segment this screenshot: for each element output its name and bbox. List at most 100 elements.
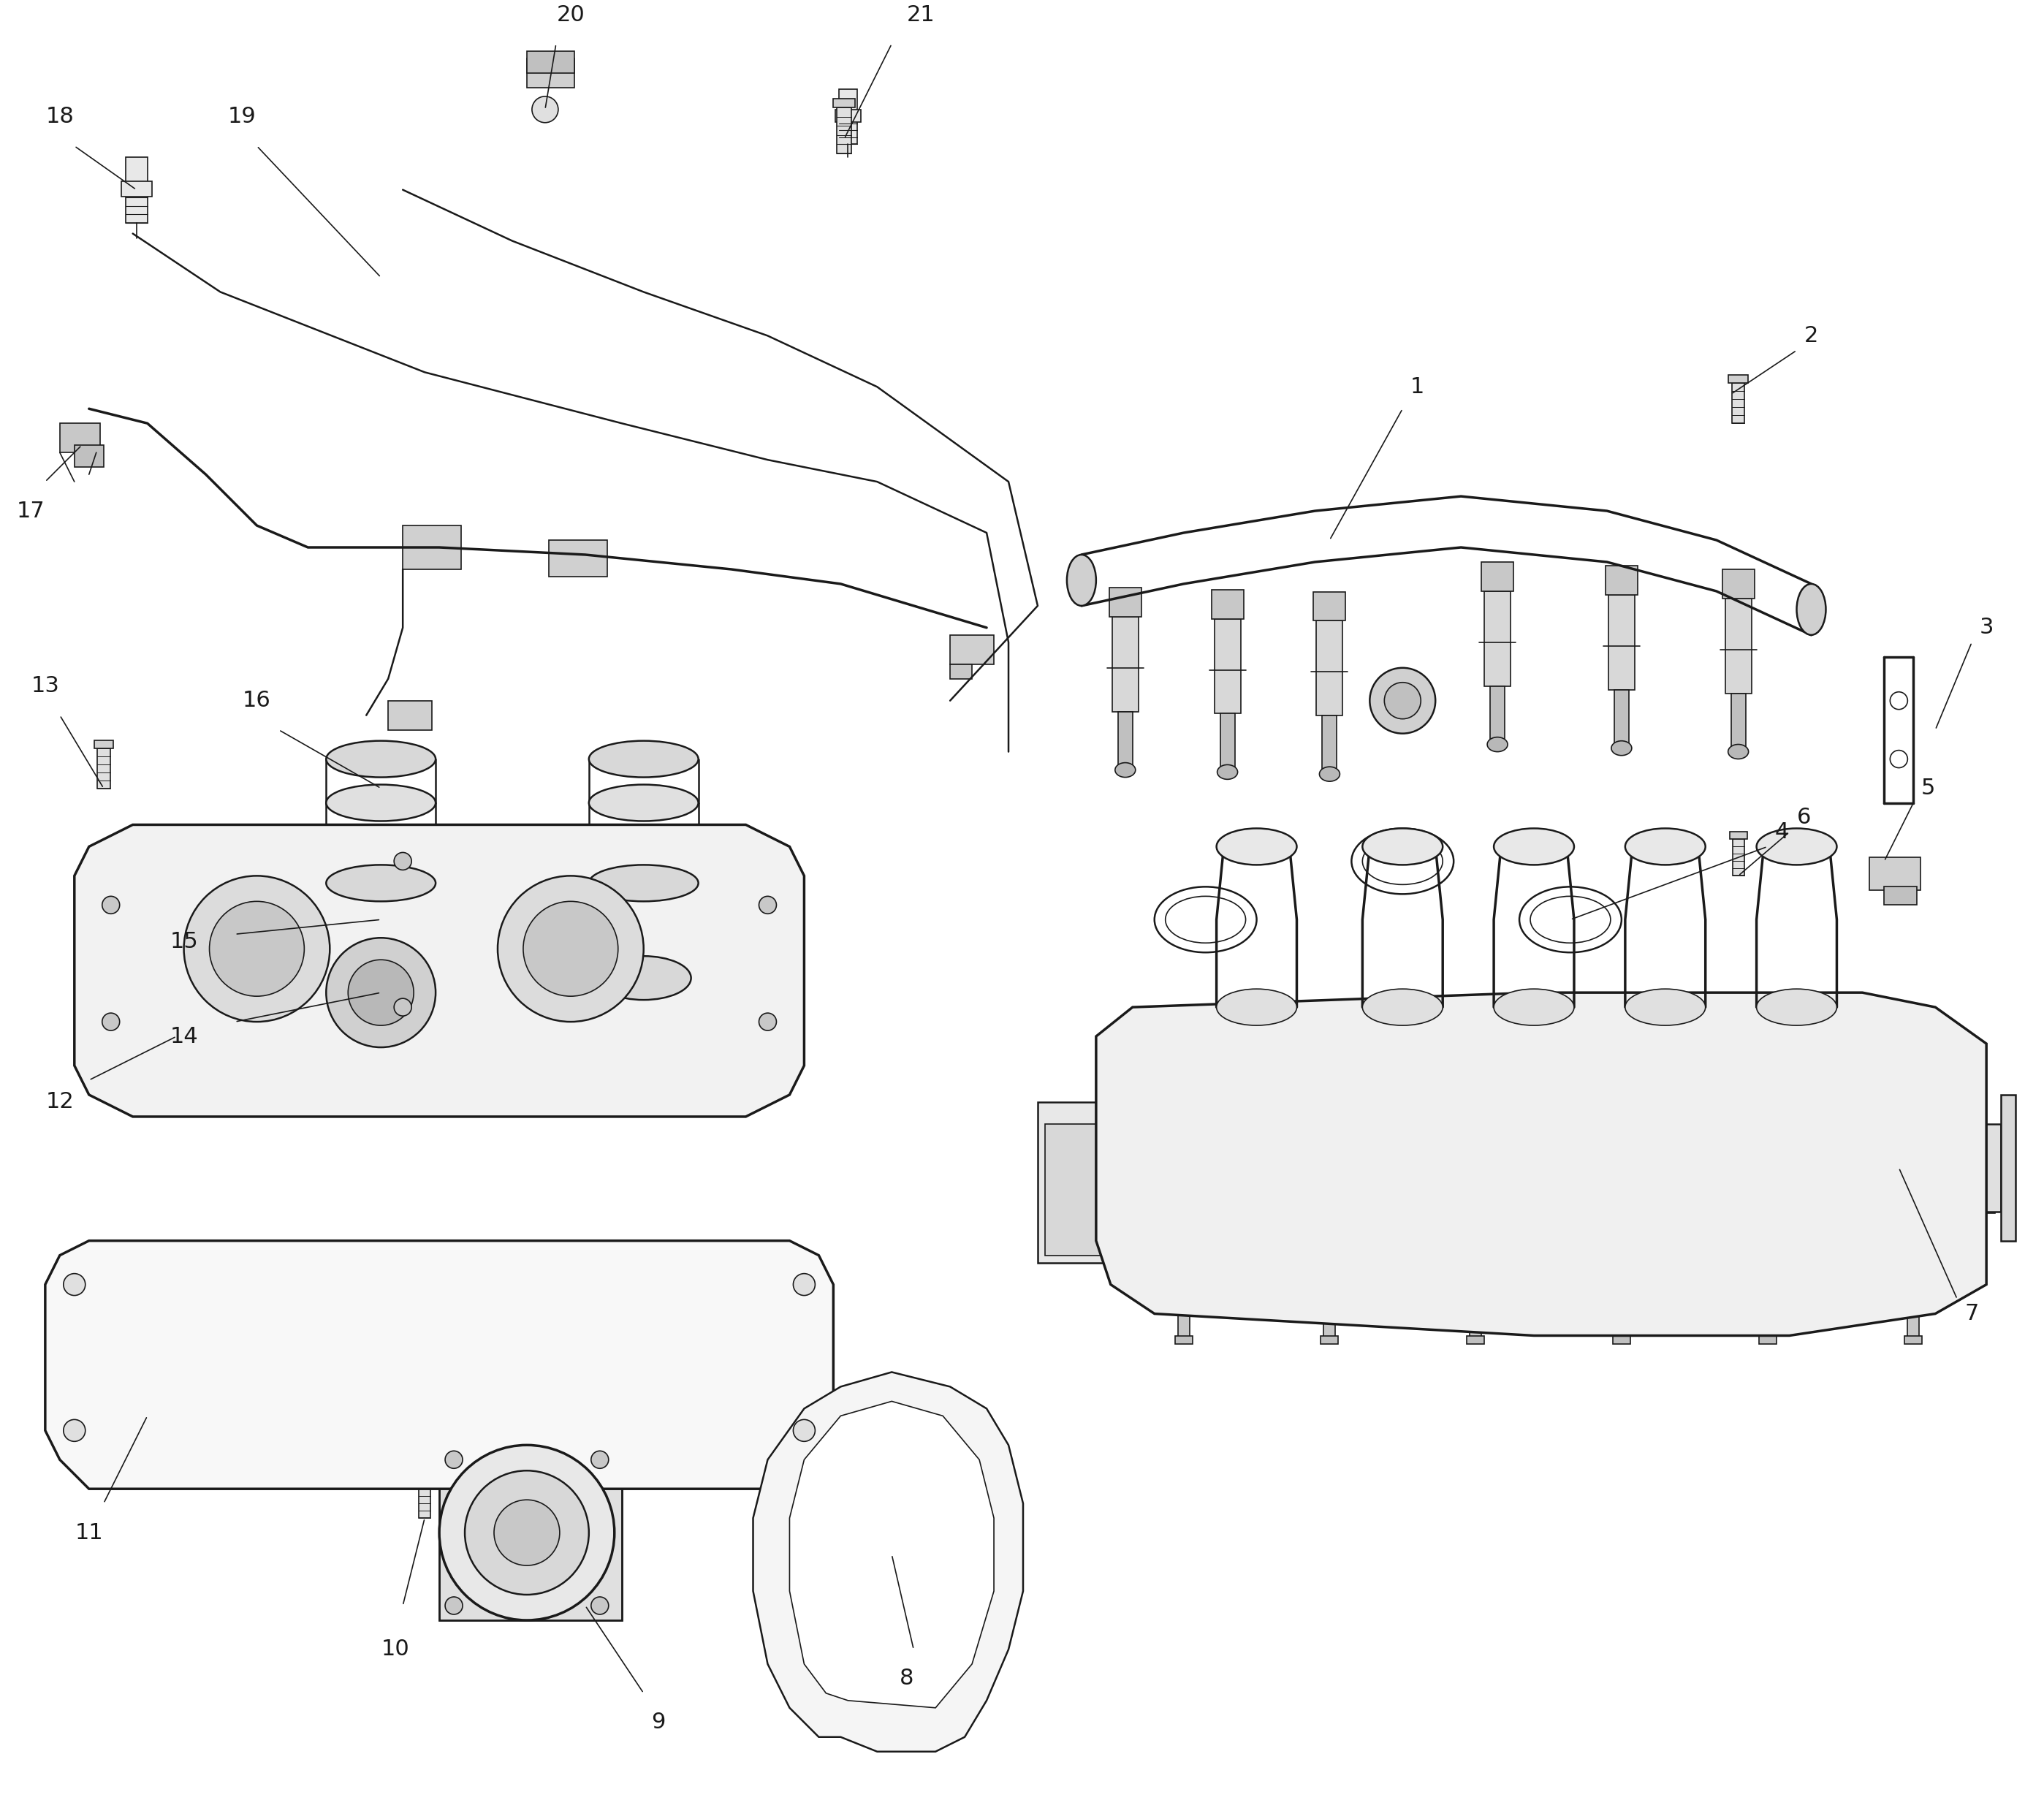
Bar: [1729, 375, 1748, 384]
Bar: [838, 89, 856, 145]
Bar: [1605, 565, 1637, 594]
Ellipse shape: [1488, 737, 1508, 752]
Polygon shape: [45, 1241, 834, 1489]
Circle shape: [591, 1451, 609, 1469]
Circle shape: [495, 1500, 560, 1565]
Ellipse shape: [1067, 554, 1096, 605]
Bar: [1979, 1204, 1995, 1213]
Polygon shape: [74, 824, 803, 1117]
Bar: [1314, 592, 1345, 621]
Circle shape: [758, 896, 777, 915]
Bar: [362, 1000, 399, 1050]
Text: 6: 6: [1797, 808, 1811, 828]
Polygon shape: [789, 1402, 993, 1708]
Bar: [1870, 858, 1921, 891]
Bar: [1733, 838, 1744, 877]
Bar: [1613, 1335, 1631, 1344]
Text: 11: 11: [76, 1521, 102, 1543]
Ellipse shape: [327, 784, 435, 820]
Circle shape: [102, 896, 121, 915]
Bar: [1609, 594, 1635, 690]
Text: 13: 13: [31, 676, 59, 697]
Bar: [1102, 1241, 1120, 1250]
Ellipse shape: [1116, 762, 1136, 777]
Bar: [403, 525, 462, 569]
Text: 8: 8: [899, 1668, 914, 1690]
Ellipse shape: [589, 866, 699, 902]
Circle shape: [439, 1445, 615, 1621]
Text: 14: 14: [170, 1025, 198, 1047]
Bar: [1615, 690, 1629, 748]
Circle shape: [523, 902, 617, 996]
Polygon shape: [1096, 992, 1987, 1335]
Ellipse shape: [347, 960, 413, 1025]
Bar: [1468, 1335, 1484, 1344]
Text: 20: 20: [556, 4, 585, 25]
Bar: [94, 741, 112, 748]
Bar: [1615, 1302, 1627, 1340]
Bar: [548, 540, 607, 576]
Text: 21: 21: [908, 4, 934, 25]
Circle shape: [63, 1273, 86, 1295]
Ellipse shape: [1216, 828, 1296, 866]
Ellipse shape: [1494, 989, 1574, 1025]
Bar: [1470, 1302, 1482, 1340]
Ellipse shape: [1384, 683, 1421, 719]
Bar: [59, 424, 100, 453]
Bar: [950, 665, 973, 679]
Bar: [836, 109, 861, 123]
Ellipse shape: [327, 741, 435, 777]
Bar: [1484, 590, 1511, 686]
Bar: [1885, 887, 1917, 906]
Circle shape: [793, 1420, 816, 1442]
Text: 16: 16: [243, 690, 272, 712]
Bar: [439, 1438, 621, 1621]
Bar: [1214, 619, 1241, 714]
Ellipse shape: [589, 741, 699, 777]
Bar: [1731, 694, 1746, 752]
Bar: [1762, 1302, 1774, 1340]
Bar: [1325, 1302, 1335, 1340]
Text: 7: 7: [1964, 1304, 1979, 1324]
Ellipse shape: [1611, 741, 1631, 755]
Bar: [834, 98, 854, 107]
Circle shape: [394, 853, 411, 869]
Bar: [1729, 831, 1748, 838]
Text: 10: 10: [382, 1639, 409, 1661]
Circle shape: [758, 1012, 777, 1030]
Bar: [419, 1481, 431, 1518]
Ellipse shape: [1625, 989, 1705, 1025]
Circle shape: [394, 998, 411, 1016]
Text: 2: 2: [1805, 326, 1819, 346]
Bar: [1981, 1172, 1993, 1208]
Bar: [1044, 1125, 1118, 1255]
Bar: [1482, 561, 1513, 590]
Ellipse shape: [1218, 764, 1239, 779]
Ellipse shape: [1363, 828, 1443, 866]
Bar: [415, 1474, 433, 1481]
Ellipse shape: [1318, 766, 1339, 781]
Ellipse shape: [1363, 989, 1443, 1025]
Bar: [1112, 618, 1139, 712]
Bar: [1177, 1302, 1190, 1340]
Text: 18: 18: [45, 107, 74, 127]
Text: 3: 3: [1979, 618, 1993, 637]
Ellipse shape: [327, 866, 435, 902]
Bar: [439, 1438, 621, 1621]
Ellipse shape: [597, 956, 691, 1000]
Text: 5: 5: [1921, 777, 1936, 799]
Circle shape: [497, 877, 644, 1021]
Polygon shape: [752, 1373, 1024, 1751]
Circle shape: [446, 1597, 462, 1614]
Bar: [1322, 715, 1337, 773]
Ellipse shape: [589, 784, 699, 820]
Bar: [121, 181, 151, 196]
Bar: [1038, 1103, 1126, 1262]
Ellipse shape: [1625, 828, 1705, 866]
Circle shape: [591, 1597, 609, 1614]
Bar: [1723, 569, 1754, 598]
Circle shape: [446, 1451, 462, 1469]
Ellipse shape: [1727, 744, 1748, 759]
Text: 12: 12: [45, 1092, 74, 1112]
Text: 19: 19: [229, 107, 256, 127]
